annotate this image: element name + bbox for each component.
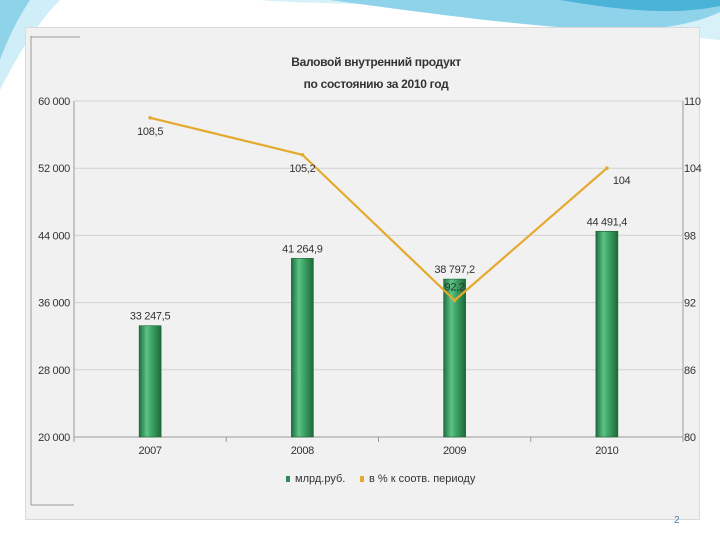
y-right-tick-label: 98 xyxy=(684,230,696,242)
line-value-label: 108,5 xyxy=(137,126,163,138)
legend-swatch-bars xyxy=(286,476,290,482)
x-tick-label: 2009 xyxy=(443,445,466,457)
axes: 20 000 28 000 36 000 44 000 52 000 60 000 80 86… xyxy=(38,96,702,457)
line-point xyxy=(148,116,152,120)
line-value-label: 104 xyxy=(613,175,631,187)
legend-swatch-line xyxy=(360,476,364,482)
line-point xyxy=(452,298,457,303)
y-left-tick-label: 60 000 xyxy=(38,96,70,108)
left-wave-dark xyxy=(0,0,30,60)
legend: млрд.руб. в % к соотв. периоду xyxy=(286,473,476,485)
line-path xyxy=(149,116,608,302)
bar-value-label: 41 264,9 xyxy=(282,243,323,255)
x-tick-label: 2010 xyxy=(595,445,618,457)
bar xyxy=(443,278,466,438)
line-series xyxy=(148,116,609,303)
legend-label-line: в % к соотв. периоду xyxy=(369,473,476,485)
x-tick-label: 2008 xyxy=(291,445,314,457)
y-left-tick-label: 52 000 xyxy=(38,163,70,175)
y-left-tick-label: 28 000 xyxy=(38,365,70,377)
chart-area xyxy=(25,27,700,520)
bar-series xyxy=(138,230,619,438)
legend-label-bars: млрд.руб. xyxy=(295,473,345,485)
line-point xyxy=(300,152,305,157)
y-right-tick-label: 104 xyxy=(684,163,702,175)
top-wave-dark xyxy=(560,0,720,12)
y-left-tick-label: 44 000 xyxy=(38,230,70,242)
bar xyxy=(595,230,619,438)
bar xyxy=(291,258,314,438)
line-point xyxy=(605,166,609,170)
line-value-label: 92,2 xyxy=(445,281,465,293)
chart-title-line2: по состоянию за 2010 год xyxy=(304,77,449,91)
y-right-tick-label: 92 xyxy=(684,298,696,310)
data-labels: 33 247,5 41 264,9 38 797,2 44 491,4 108,5 105… xyxy=(130,126,631,323)
y-left-tick-label: 20 000 xyxy=(38,432,70,444)
x-tick-label: 2007 xyxy=(138,445,161,457)
y-right-tick-label: 80 xyxy=(684,432,696,444)
page-number: 2 xyxy=(674,515,680,526)
y-left-tick-label: 36 000 xyxy=(38,298,70,310)
y-right-tick-label: 110 xyxy=(684,96,701,108)
bar xyxy=(138,325,162,438)
line-value-label: 105,2 xyxy=(289,163,315,175)
y-right-tick-label: 86 xyxy=(684,365,696,377)
chart-title-line1: Валовой внутренний продукт xyxy=(291,55,461,69)
bar-value-label: 44 491,4 xyxy=(587,216,628,228)
bar-value-label: 38 797,2 xyxy=(434,264,475,276)
gridlines xyxy=(74,100,683,438)
bar-value-label: 33 247,5 xyxy=(130,311,171,323)
